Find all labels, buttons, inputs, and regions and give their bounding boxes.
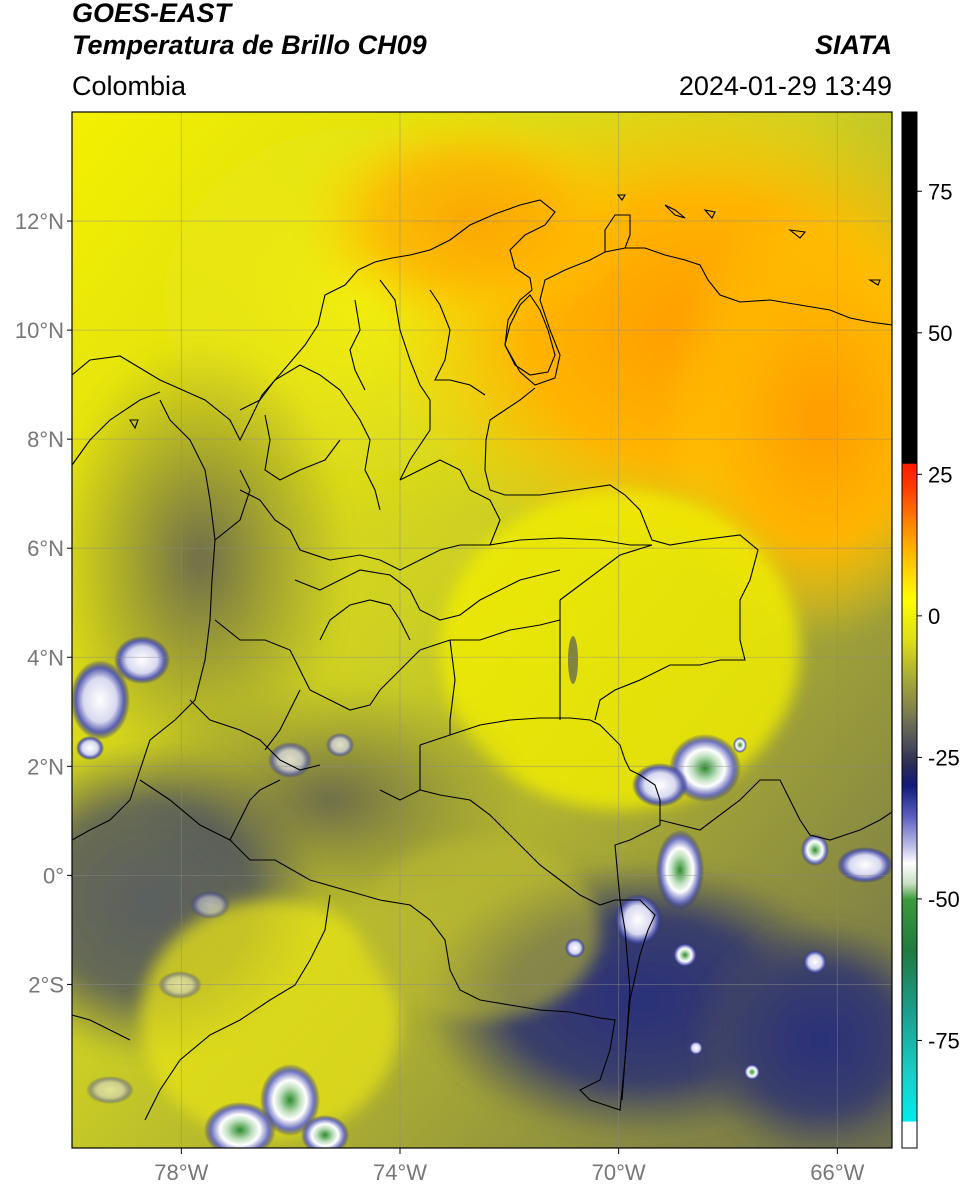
region-label: Colombia [72, 71, 187, 101]
colorbar-tick-label: -25 [928, 745, 960, 770]
longitude-tick-label: 66°W [810, 1160, 864, 1185]
colorbar-tick-label: 25 [928, 462, 952, 487]
datetime-label: 2024-01-29 13:49 [678, 71, 892, 101]
latitude-tick-label: 8°N [27, 427, 64, 452]
longitude-ticks: 78°W 74°W 70°W 66°W [154, 1148, 865, 1185]
latitude-tick-label: 10°N [15, 318, 64, 343]
latitude-tick-label: 2°S [28, 972, 64, 997]
longitude-tick-label: 74°W [373, 1160, 427, 1185]
brightness-temperature-field [72, 112, 892, 1148]
map-frame [71, 111, 893, 1149]
latitude-tick-label: 4°N [27, 645, 64, 670]
longitude-tick-label: 78°W [154, 1160, 208, 1185]
colorbar-tick-label: -50 [928, 887, 960, 912]
colorbar-tick-label: 50 [928, 321, 952, 346]
latitude-tick-label: 0° [43, 863, 64, 888]
country-borders [72, 194, 892, 1121]
latitude-ticks: 12°N 10°N 8°N 6°N 4°N 2°N 0° 2°S [15, 209, 72, 997]
colorbar-tick-label: 75 [928, 179, 952, 204]
satellite-title: GOES-EAST [72, 0, 232, 28]
latitude-tick-label: 12°N [15, 209, 64, 234]
latitude-tick-label: 6°N [27, 536, 64, 561]
colorbar-ticks: 75 50 25 0 -25 -50 -75 [917, 179, 960, 1053]
colorbar-tick-label: 0 [928, 604, 940, 629]
latitude-tick-label: 2°N [27, 754, 64, 779]
agency-label: SIATA [815, 30, 892, 60]
longitude-tick-label: 70°W [592, 1160, 646, 1185]
colorbar-tick-label: -75 [928, 1028, 960, 1053]
colorbar: 75 50 25 0 -25 -50 -75 [901, 111, 960, 1149]
product-title: Temperatura de Brillo CH09 [72, 30, 427, 60]
